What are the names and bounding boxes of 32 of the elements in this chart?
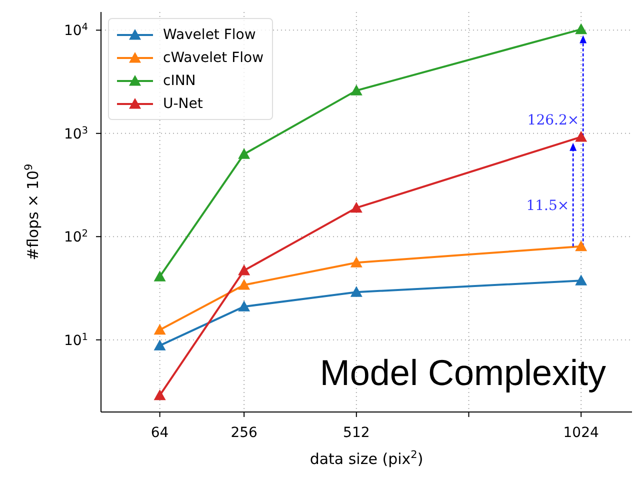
point bbox=[154, 270, 166, 282]
point bbox=[575, 274, 588, 286]
legend-label: cWavelet Flow bbox=[163, 50, 264, 66]
y-tick-label: 10$^{3}$ bbox=[64, 124, 88, 142]
y-tick-label: 10$^{4}$ bbox=[64, 22, 88, 40]
point bbox=[350, 256, 362, 268]
x-tick-label: 512 bbox=[343, 425, 370, 441]
point bbox=[154, 340, 166, 350]
x-tick-label: 64 bbox=[150, 425, 169, 441]
x-tick-label: 256 bbox=[230, 425, 258, 441]
x-tick-label: 1024 bbox=[563, 425, 599, 441]
point bbox=[575, 130, 588, 142]
y-tick-label: 10$^{2}$ bbox=[64, 228, 88, 246]
point bbox=[238, 264, 250, 276]
point bbox=[575, 240, 588, 252]
annotation: 11.5× bbox=[526, 198, 570, 214]
point bbox=[238, 148, 250, 159]
point bbox=[350, 202, 362, 213]
point bbox=[238, 278, 250, 290]
x-axis-title: data size (pix$^{2}$) bbox=[310, 449, 424, 468]
annotation: Model Complexity bbox=[320, 352, 606, 394]
point bbox=[154, 389, 166, 400]
point bbox=[350, 286, 362, 297]
y-tick-label: 10$^{1}$ bbox=[64, 331, 88, 349]
point bbox=[154, 324, 166, 335]
point bbox=[350, 84, 362, 96]
legend-label: U-Net bbox=[163, 96, 203, 112]
legend-label: cINN bbox=[163, 72, 196, 88]
point bbox=[575, 23, 588, 34]
legend-label: Wavelet Flow bbox=[163, 26, 256, 42]
point bbox=[238, 300, 250, 312]
annotation: 126.2× bbox=[527, 112, 580, 129]
